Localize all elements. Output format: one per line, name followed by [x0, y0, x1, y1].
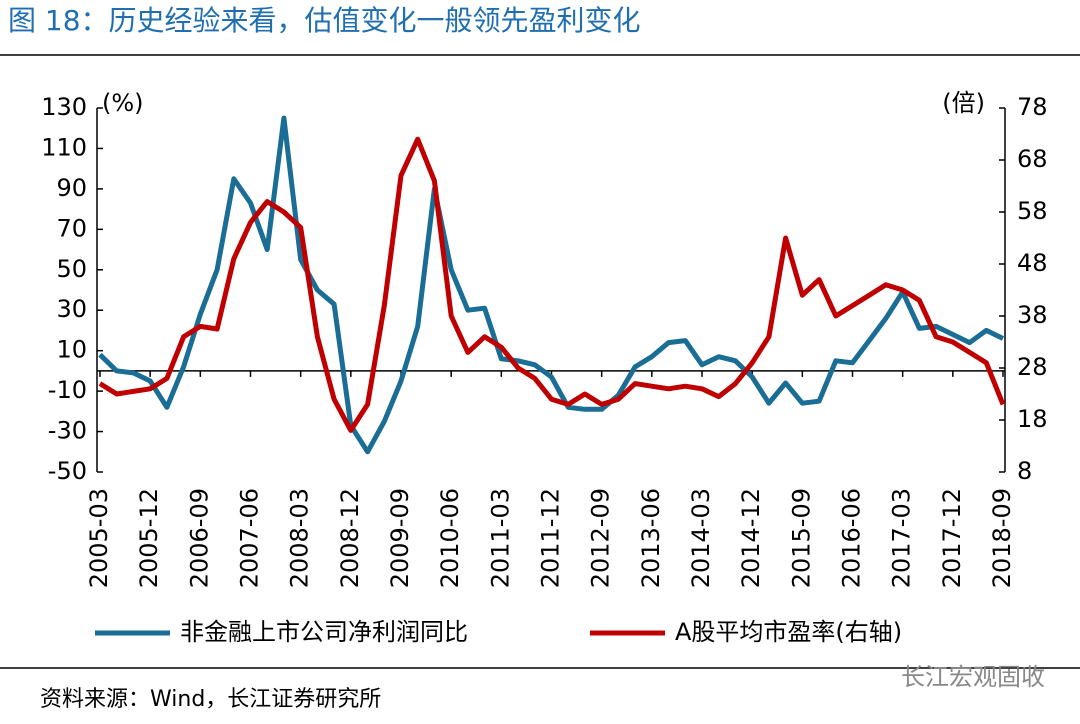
- x-tick-label: 2005-03: [85, 488, 113, 588]
- x-tick-label: 2006-09: [185, 488, 213, 588]
- x-tick-label: 2016-06: [838, 488, 866, 588]
- legend-label: 非金融上市公司净利润同比: [180, 618, 468, 646]
- y2-tick-label: 78: [1017, 93, 1048, 121]
- y2-unit: (倍): [942, 89, 985, 117]
- y2-tick-label: 58: [1017, 197, 1048, 225]
- y2-tick-label: 8: [1017, 457, 1032, 485]
- y-tick-label: -50: [48, 457, 87, 485]
- x-tick-label: 2007-06: [236, 488, 264, 588]
- y-tick-label: 130: [41, 93, 87, 121]
- y2-tick-label: 68: [1017, 145, 1048, 173]
- y-tick-label: 50: [56, 255, 87, 283]
- x-tick-label: 2015-09: [787, 488, 815, 588]
- y2-tick-label: 18: [1017, 405, 1048, 433]
- y2-tick-label: 48: [1017, 249, 1048, 277]
- source: 资料来源：Wind，长江证券研究所: [40, 687, 381, 712]
- x-tick-label: 2008-12: [336, 488, 364, 588]
- y-tick-label: -30: [48, 417, 87, 445]
- x-tick-label: 2017-12: [938, 488, 966, 588]
- x-tick-label: 2010-06: [436, 488, 464, 588]
- x-tick-label: 2014-12: [737, 488, 765, 588]
- x-tick-label: 2011-03: [486, 488, 514, 588]
- x-tick-label: 2018-09: [988, 488, 1016, 588]
- x-tick-label: 2017-03: [888, 488, 916, 588]
- x-tick-label: 2009-09: [386, 488, 414, 588]
- legend-label: A股平均市盈率(右轴): [675, 618, 902, 646]
- y-tick-label: 90: [56, 174, 87, 202]
- y2-tick-label: 38: [1017, 301, 1048, 329]
- x-tick-label: 2014-03: [687, 488, 715, 588]
- y2-tick-label: 28: [1017, 353, 1048, 381]
- series-line: [98, 136, 1006, 433]
- y-tick-label: 10: [56, 336, 87, 364]
- x-tick-label: 2012-09: [587, 488, 615, 588]
- y-unit: (%): [102, 89, 144, 117]
- y-tick-label: 70: [56, 214, 87, 242]
- y-tick-label: 110: [41, 133, 87, 161]
- watermark: 长江宏观固收: [901, 663, 1045, 691]
- x-tick-label: 2011-12: [537, 488, 565, 588]
- chart-title: 图 18：历史经验来看，估值变化一般领先盈利变化: [8, 4, 641, 37]
- x-tick-label: 2005-12: [135, 488, 163, 588]
- series-line: [98, 115, 1005, 455]
- y-tick-label: 30: [56, 295, 87, 323]
- y-tick-label: -10: [48, 376, 87, 404]
- x-tick-label: 2008-03: [286, 488, 314, 588]
- x-tick-label: 2013-06: [637, 488, 665, 588]
